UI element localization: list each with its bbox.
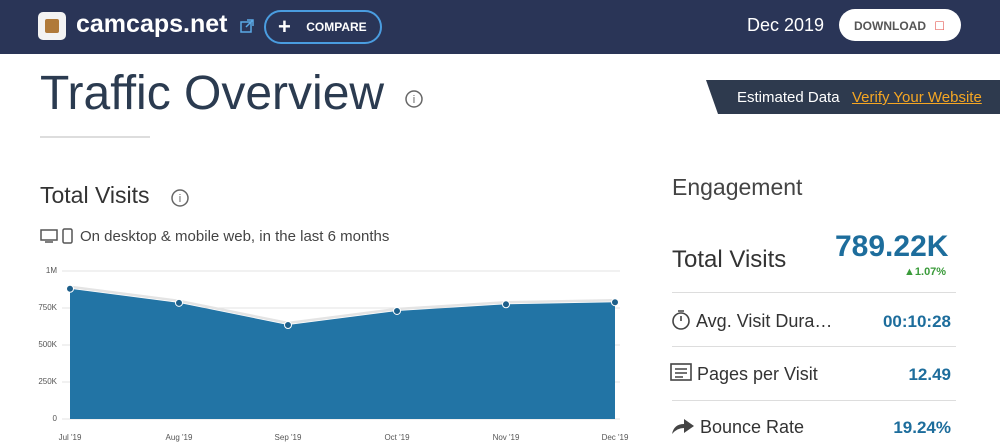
x-tick-label: Nov '19 xyxy=(493,433,520,442)
separator xyxy=(672,292,956,293)
total-visits-change: ▲1.07% xyxy=(904,266,947,278)
y-tick-label: 1M xyxy=(46,266,57,275)
banner xyxy=(706,80,1000,114)
info-icon[interactable]: i xyxy=(170,188,190,208)
marker xyxy=(393,306,401,315)
verify-link[interactable]: Verify Your Website xyxy=(852,89,982,106)
svg-text:i: i xyxy=(413,94,415,106)
row-value: 00:10:28 xyxy=(882,312,951,331)
estimated-label: Estimated Data xyxy=(737,89,840,106)
pages-icon xyxy=(670,363,692,381)
row-label: Bounce Rate xyxy=(700,417,805,437)
y-tick-label: 250K xyxy=(38,377,57,386)
chart: 0 250K 500K 750K 1M Jul '19 Aug '19 Sep '19 Oct … xyxy=(38,266,629,442)
x-tick-label: Jul '19 xyxy=(59,433,82,442)
download-label: DOWNLOAD xyxy=(854,19,926,33)
svg-text:i: i xyxy=(179,193,181,205)
page-title: Traffic Overview xyxy=(40,67,385,120)
total-visits-label: Total Visits xyxy=(672,246,787,273)
marker xyxy=(502,300,510,309)
timer-icon xyxy=(672,310,690,330)
period[interactable]: Dec 2019 xyxy=(747,15,825,35)
external-link-icon[interactable] xyxy=(240,19,254,33)
line xyxy=(69,285,616,325)
header: camcaps.net + COMPARE Dec 2019 DOWNLOAD … xyxy=(0,0,1000,54)
total-visits-value: 789.22K xyxy=(835,230,949,263)
site-name: camcaps.net xyxy=(76,10,228,38)
y-tick-label: 0 xyxy=(53,414,58,423)
device-icons xyxy=(40,228,73,244)
row-value: 12.49 xyxy=(908,365,951,384)
separator xyxy=(672,400,956,401)
row-value: 19.24% xyxy=(893,418,951,437)
compare-label: COMPARE xyxy=(306,20,367,34)
row-label: Pages per Visit xyxy=(697,364,818,384)
x-tick-label: Dec '19 xyxy=(602,433,629,442)
area xyxy=(70,288,615,419)
visits-title: Total Visits xyxy=(40,182,150,208)
title-underline xyxy=(40,136,150,138)
engagement-title: Engagement xyxy=(672,174,803,200)
row-label: Avg. Visit Duration xyxy=(696,311,836,331)
marker xyxy=(175,298,183,307)
visits-subtitle: On desktop & mobile web, in the last 6 m… xyxy=(80,228,390,245)
y-tick-label: 750K xyxy=(38,303,57,312)
x-tick-label: Oct '19 xyxy=(384,433,410,442)
compare-button[interactable]: + COMPARE xyxy=(264,10,382,44)
separator xyxy=(672,346,956,347)
download-button[interactable]: DOWNLOAD □ xyxy=(839,9,961,41)
marker xyxy=(284,321,292,330)
site-icon xyxy=(38,12,66,40)
info-icon[interactable]: i xyxy=(404,89,424,109)
x-tick-label: Sep '19 xyxy=(275,433,302,442)
marker xyxy=(66,284,74,293)
marker xyxy=(611,298,619,307)
y-tick-label: 500K xyxy=(38,340,57,349)
x-tick-label: Aug '19 xyxy=(166,433,193,442)
bounce-icon xyxy=(672,419,694,434)
change-value: 1.07% xyxy=(914,266,947,278)
